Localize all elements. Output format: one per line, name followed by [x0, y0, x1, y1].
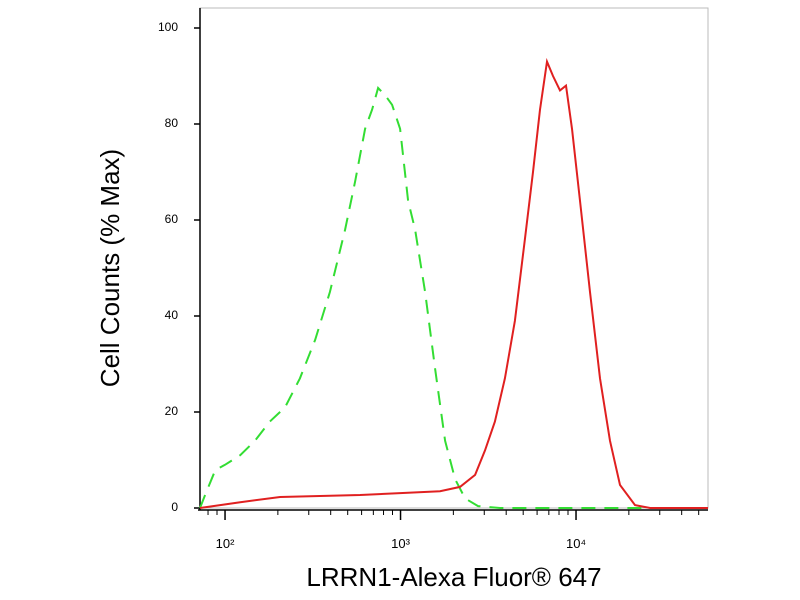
- plot-frame: [199, 7, 709, 509]
- y-tick-label: 60: [165, 212, 179, 226]
- x-axis-title: LRRN1-Alexa Fluor® 647: [306, 562, 601, 592]
- y-tick-label: 80: [165, 116, 179, 130]
- x-tick-label: 10²: [216, 536, 235, 551]
- y-tick-label: 40: [165, 308, 179, 322]
- x-tick-label: 10⁴: [566, 536, 586, 551]
- y-tick-label: 100: [158, 20, 178, 34]
- y-tick-label: 0: [171, 500, 178, 514]
- x-tick-label: 10³: [391, 536, 410, 551]
- histogram-line: [199, 86, 708, 509]
- y-axis-title: Cell Counts (% Max): [95, 149, 125, 387]
- y-tick-label: 20: [165, 404, 179, 418]
- histogram-line: [199, 57, 708, 509]
